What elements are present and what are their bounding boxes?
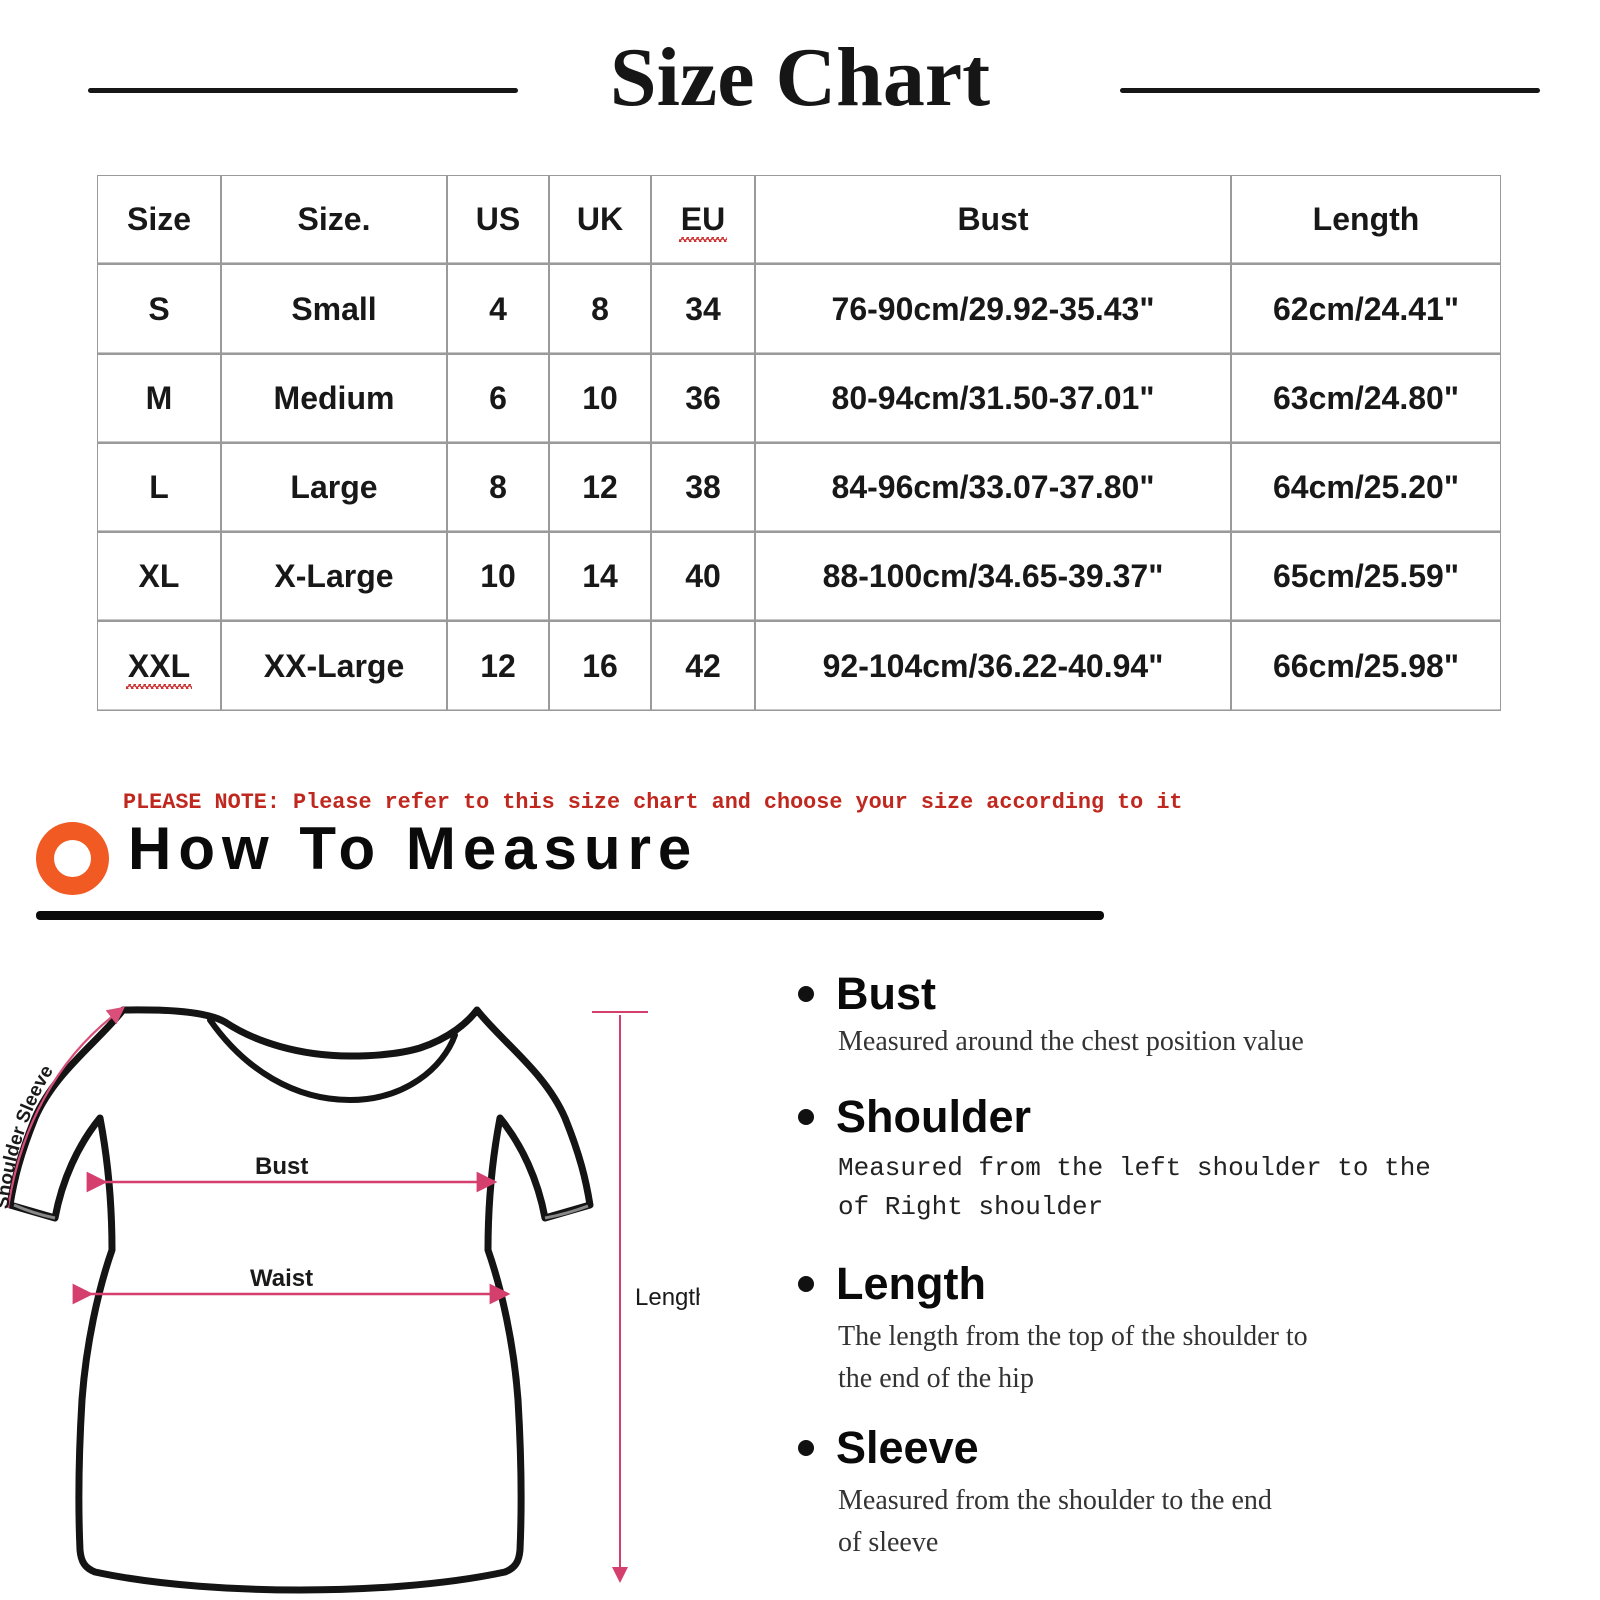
svg-text:Waist: Waist	[250, 1265, 313, 1292]
svg-text:Bust: Bust	[255, 1153, 308, 1180]
svg-text:Length: Length	[635, 1284, 700, 1311]
